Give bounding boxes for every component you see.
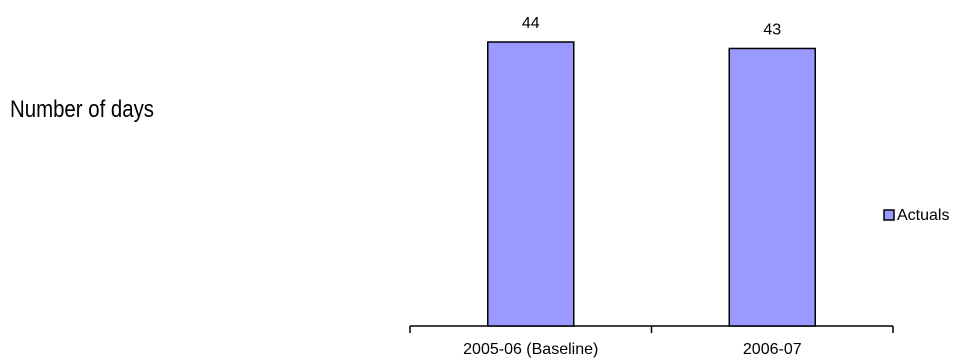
data-label: 44: [522, 15, 540, 32]
x-tick-label: 2005-06 (Baseline): [463, 341, 598, 358]
data-label: 43: [763, 21, 781, 38]
bar-1: [487, 41, 575, 327]
legend-swatch: [883, 209, 895, 221]
bar-2: [728, 47, 816, 327]
y-axis-label: Number of days: [10, 96, 154, 123]
x-tick-label: 2006-07: [743, 341, 802, 358]
bars: 44 43: [487, 15, 816, 327]
legend: Actuals: [883, 207, 949, 224]
x-axis-ticks: 2005-06 (Baseline) 2006-07: [409, 326, 894, 358]
legend-label: Actuals: [897, 207, 949, 224]
